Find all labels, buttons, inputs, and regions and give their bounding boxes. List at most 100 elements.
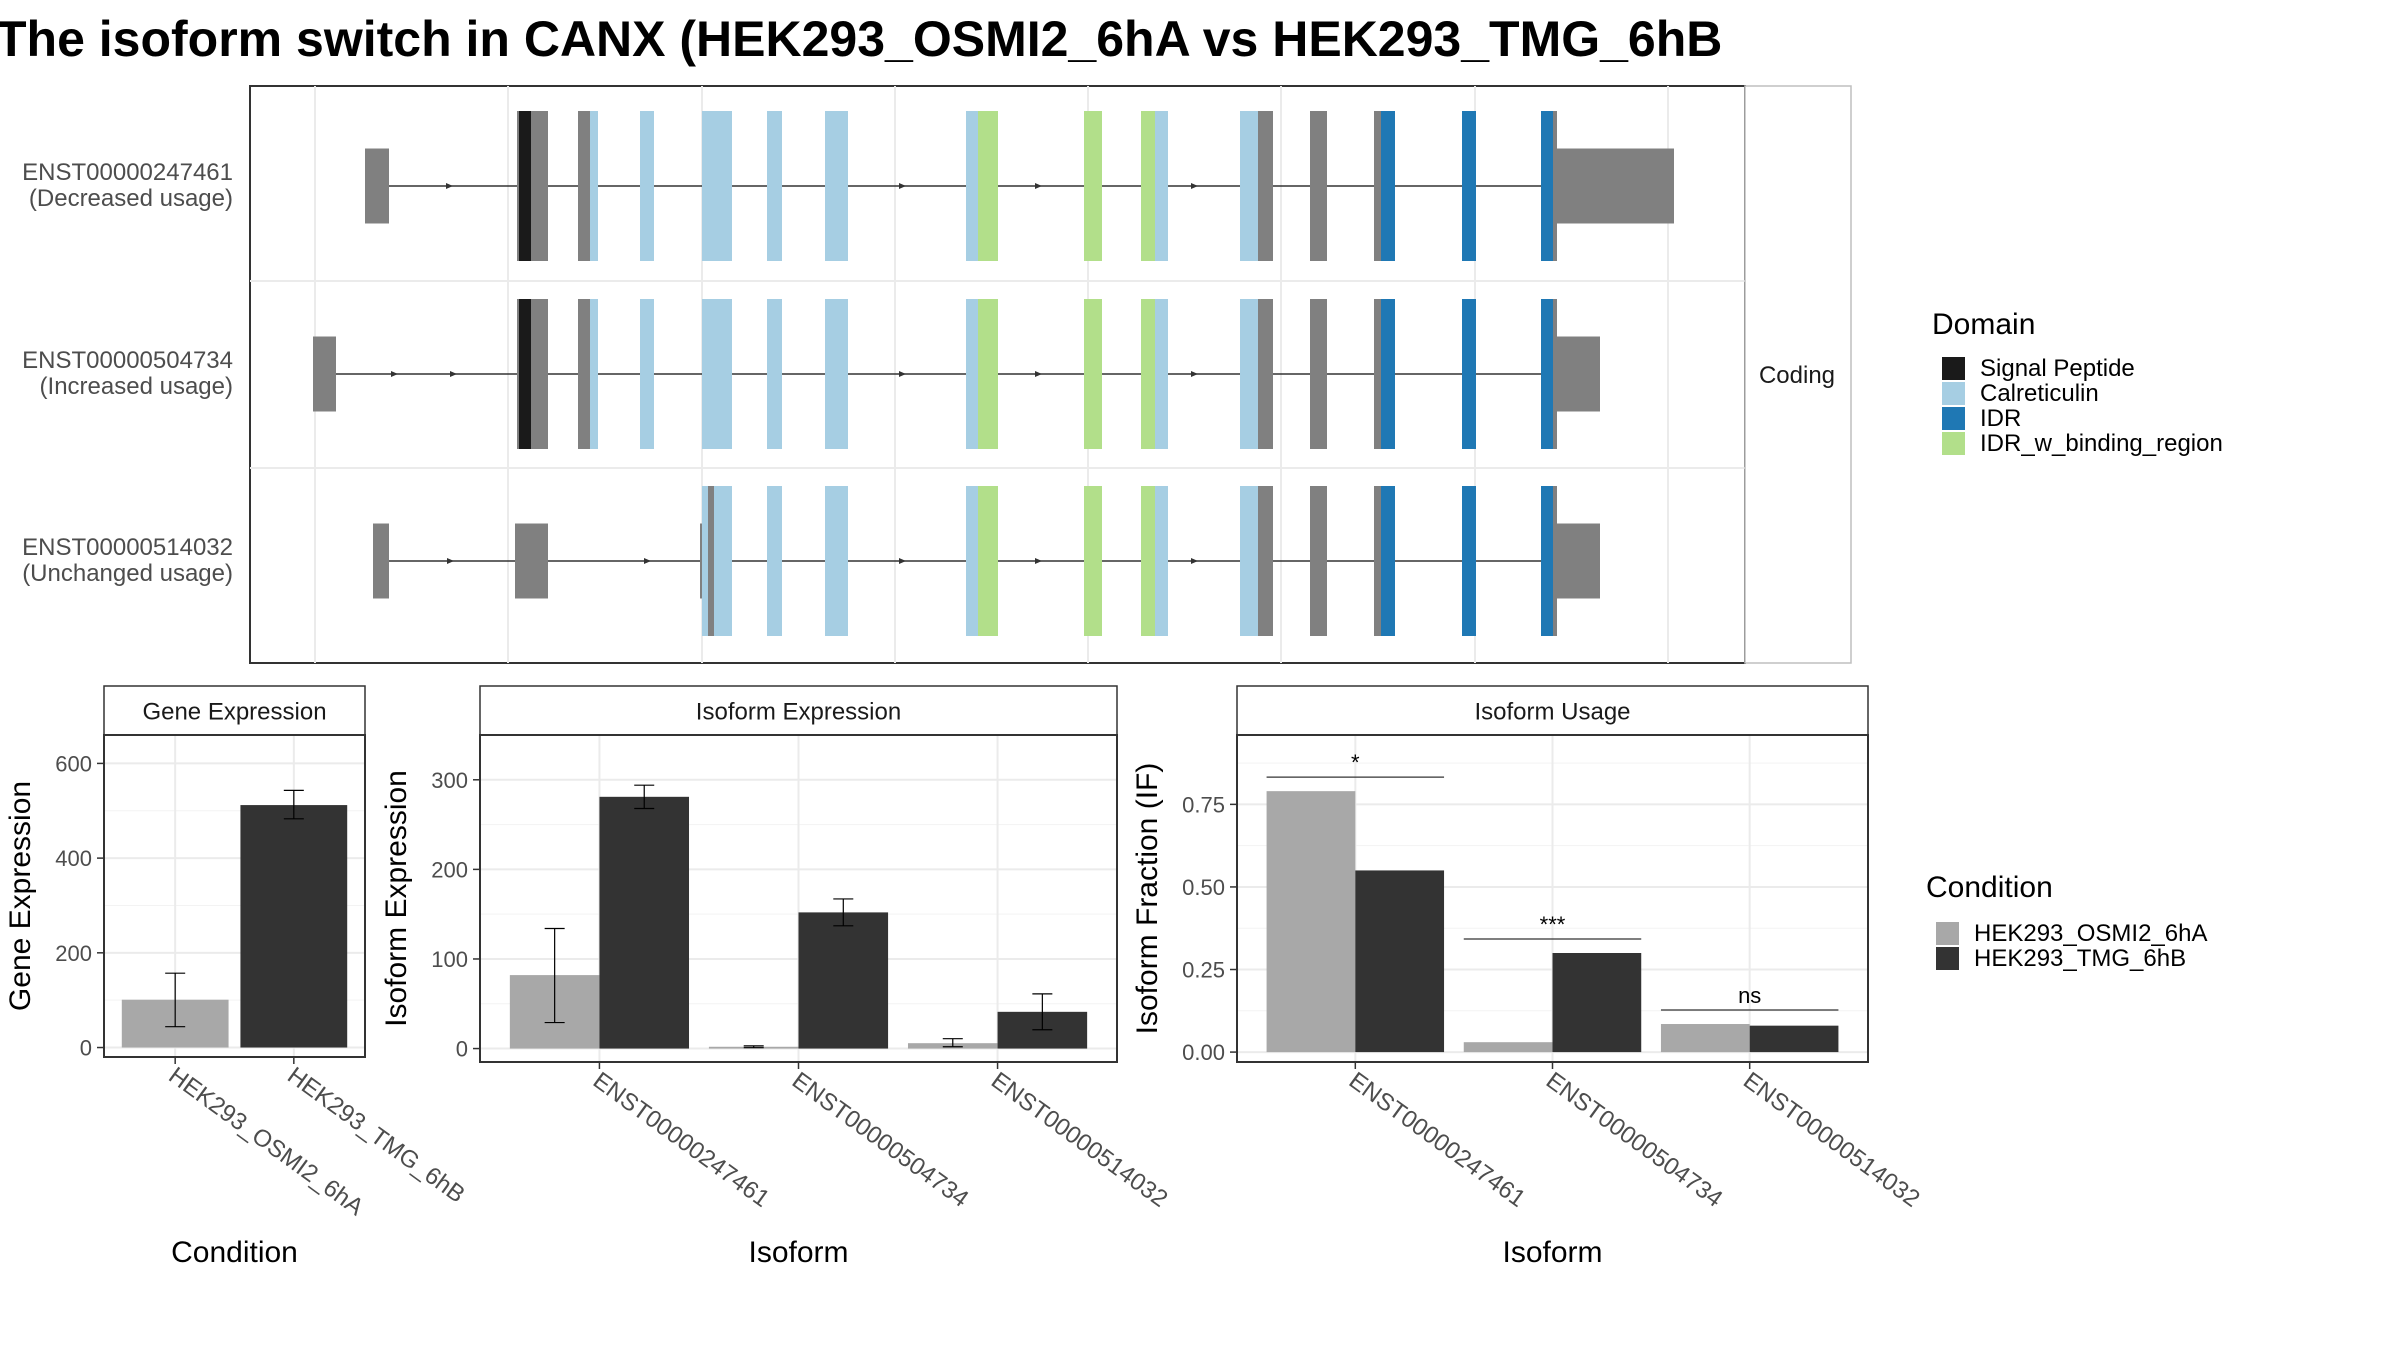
exon (640, 299, 654, 449)
exon (640, 111, 654, 261)
exon (1084, 111, 1102, 261)
exon (1554, 148, 1674, 224)
exon (1155, 486, 1168, 636)
strand-arrow (644, 558, 651, 564)
exon (1240, 486, 1258, 636)
y-tick-label: 200 (431, 857, 468, 882)
strand-arrow (1191, 183, 1198, 189)
bar (1749, 1025, 1839, 1053)
isoform-usage-label: (Decreased usage) (29, 185, 233, 212)
exon (1310, 486, 1327, 636)
legend-key (1942, 357, 1965, 380)
legend-label: IDR_w_binding_region (1980, 430, 2223, 457)
isoform-id-label: ENST00000247461 (22, 159, 233, 186)
exon (531, 299, 548, 449)
strand-arrow (1035, 371, 1042, 377)
strand-arrow (1035, 183, 1042, 189)
domain-legend: Domain Signal PeptideCalreticulinIDRIDR_… (1932, 308, 2223, 457)
isoform-id-label: ENST00000504734 (22, 347, 233, 374)
exon (966, 111, 978, 261)
bar (798, 912, 889, 1049)
y-tick-label: 0.50 (1182, 875, 1225, 900)
legend-key (1936, 922, 1959, 945)
x-tick-label: ENST00000504734 (787, 1067, 973, 1213)
error-bar (942, 1038, 963, 1048)
legend-label: IDR (1980, 405, 2021, 432)
exon (1381, 486, 1395, 636)
exon (1554, 336, 1600, 412)
legend-key (1936, 947, 1959, 970)
exon (708, 486, 714, 636)
error-bar (1032, 993, 1053, 1031)
facet-strip-title: Isoform Expression (696, 699, 901, 726)
bar (1463, 1042, 1553, 1053)
significance-marker: *** (1463, 912, 1642, 940)
exon (825, 486, 848, 636)
exon (1541, 299, 1553, 449)
domain-legend-title: Domain (1932, 308, 2035, 341)
strand-arrow (1191, 558, 1198, 564)
x-axis-title: Isoform (748, 1236, 848, 1269)
exon (313, 336, 336, 412)
exon (373, 523, 389, 599)
strand-arrow (899, 558, 906, 564)
exon (714, 486, 732, 636)
exon (1554, 523, 1600, 599)
y-tick-label: 200 (55, 941, 92, 966)
exon (1553, 111, 1557, 261)
y-axis-title: Isoform Expression (380, 770, 413, 1027)
exon (1541, 486, 1553, 636)
transcript-track: ENST00000514032(Unchanged usage) (22, 486, 1600, 636)
x-tick-label: ENST00000247461 (588, 1067, 774, 1213)
error-bar (634, 784, 655, 810)
exon (966, 486, 978, 636)
exon (1258, 299, 1273, 449)
strand-arrow (899, 183, 906, 189)
exon (978, 486, 998, 636)
legend-key (1942, 382, 1965, 405)
legend-key (1942, 407, 1965, 430)
y-tick-label: 400 (55, 846, 92, 871)
bar (1552, 953, 1642, 1053)
exon (1541, 111, 1553, 261)
exon (1258, 111, 1273, 261)
exon (1374, 111, 1381, 261)
exon (1084, 486, 1102, 636)
x-tick-label: ENST00000247461 (1344, 1067, 1530, 1213)
exon (1310, 299, 1327, 449)
exon (767, 486, 782, 636)
significance-label: *** (1540, 912, 1566, 937)
error-bar (743, 1045, 764, 1049)
error-bar (165, 972, 186, 1028)
facet-strip-title: Isoform Usage (1474, 699, 1630, 726)
y-tick-label: 100 (431, 947, 468, 972)
y-tick-label: 0.00 (1182, 1040, 1225, 1065)
y-tick-label: 600 (55, 751, 92, 776)
x-tick-label: ENST00000514032 (1738, 1067, 1924, 1213)
exon (702, 299, 732, 449)
strand-arrow (450, 371, 457, 377)
exon (1553, 299, 1557, 449)
exon (1155, 111, 1168, 261)
exon (517, 111, 519, 261)
isoform-usage-chart: Isoform Usage****ns0.000.250.500.75ENST0… (1131, 685, 1925, 1269)
strand-arrow (447, 558, 454, 564)
isoform-usage-label: (Increased usage) (40, 373, 233, 400)
exon (1084, 299, 1102, 449)
legend-key (1942, 432, 1965, 455)
exon (365, 148, 389, 224)
significance-marker: * (1266, 750, 1445, 778)
exon (1462, 486, 1476, 636)
exon (1141, 486, 1155, 636)
exon (1240, 111, 1258, 261)
exon (1462, 111, 1476, 261)
exon (519, 299, 531, 449)
isoform-id-label: ENST00000514032 (22, 534, 233, 561)
exon (1155, 299, 1168, 449)
x-tick-label: ENST00000504734 (1541, 1067, 1727, 1213)
x-tick-label: HEK293_OSMI2_6hA (164, 1062, 369, 1221)
exon (1553, 486, 1557, 636)
exon (767, 299, 782, 449)
